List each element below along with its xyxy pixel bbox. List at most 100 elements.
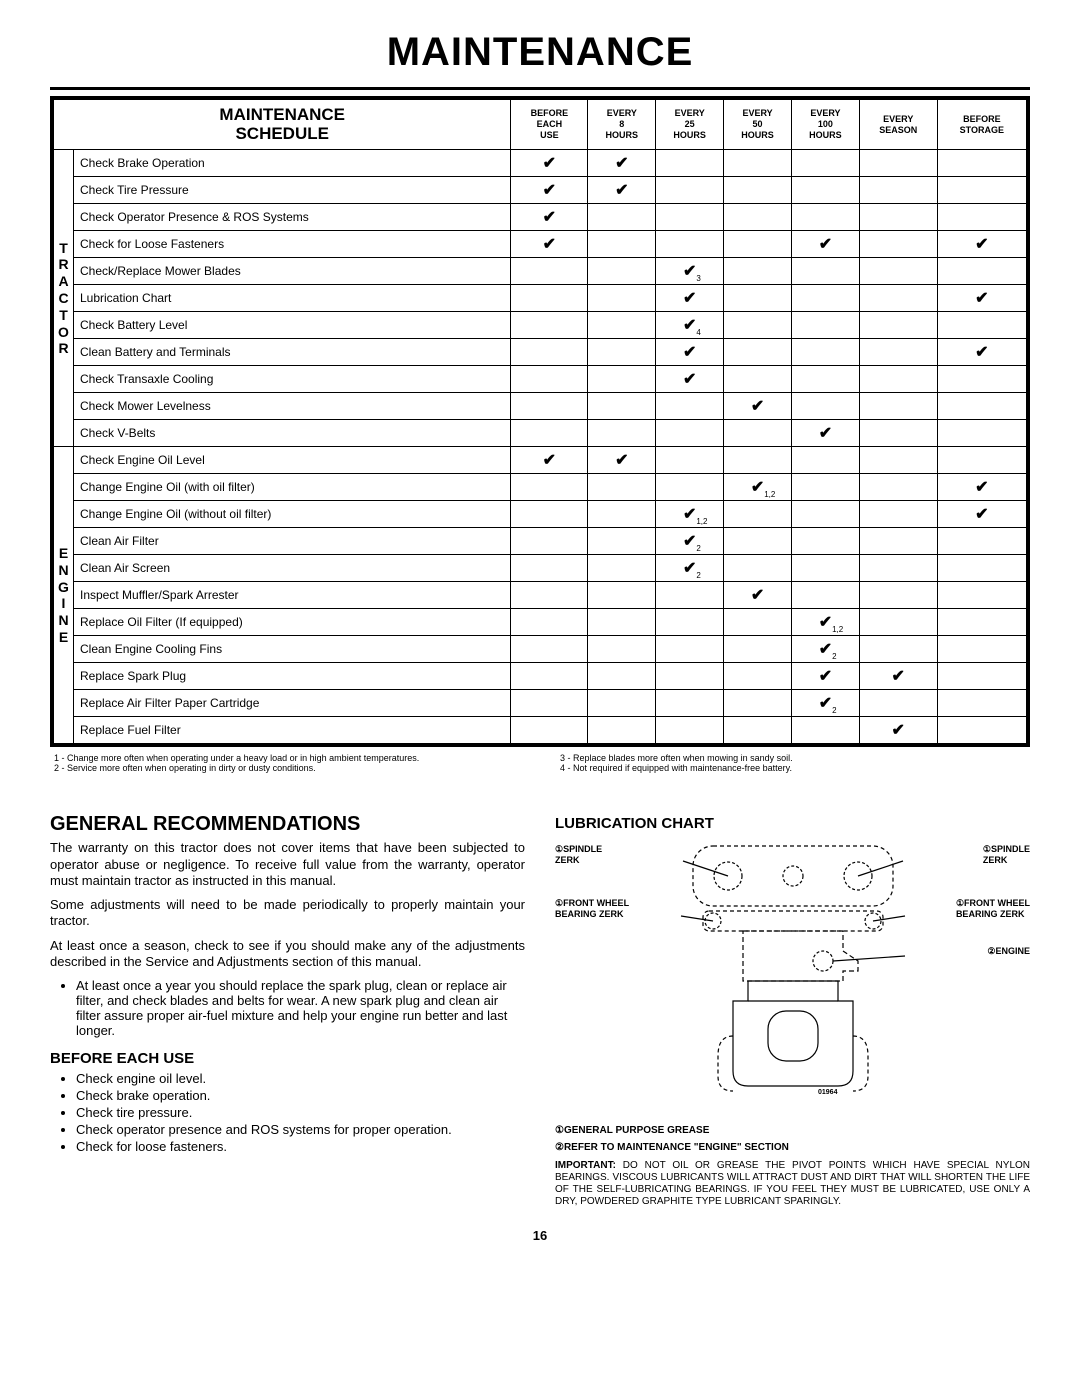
check-cell: ✔	[724, 582, 792, 609]
check-cell	[511, 366, 588, 393]
check-cell	[724, 690, 792, 717]
check-cell	[511, 690, 588, 717]
check-cell	[791, 177, 859, 204]
check-cell	[859, 501, 937, 528]
check-cell	[588, 204, 656, 231]
list-item: Check for loose fasteners.	[76, 1139, 525, 1154]
check-cell	[937, 717, 1026, 744]
task-cell: Replace Fuel Filter	[74, 717, 511, 744]
check-cell: ✔2	[656, 555, 724, 582]
lubrication-chart-heading: LUBRICATION CHART	[555, 815, 1030, 832]
check-cell	[724, 609, 792, 636]
check-cell	[859, 609, 937, 636]
check-cell: ✔	[937, 285, 1026, 312]
check-cell	[656, 447, 724, 474]
check-cell	[656, 663, 724, 690]
task-cell: Clean Engine Cooling Fins	[74, 636, 511, 663]
task-cell: Replace Spark Plug	[74, 663, 511, 690]
task-cell: Lubrication Chart	[74, 285, 511, 312]
task-cell: Inspect Muffler/Spark Arrester	[74, 582, 511, 609]
check-cell	[588, 366, 656, 393]
check-cell: ✔	[791, 663, 859, 690]
check-cell	[937, 690, 1026, 717]
check-cell	[859, 312, 937, 339]
check-cell	[859, 582, 937, 609]
task-cell: Check for Loose Fasteners	[74, 231, 511, 258]
column-header: BEFORESTORAGE	[937, 100, 1026, 150]
check-cell	[724, 366, 792, 393]
check-cell: ✔	[791, 231, 859, 258]
check-cell	[791, 285, 859, 312]
check-cell	[937, 177, 1026, 204]
check-cell: ✔1,2	[724, 474, 792, 501]
check-cell	[937, 582, 1026, 609]
body-text: Some adjustments will need to be made pe…	[50, 897, 525, 930]
diagram-label: ①SPINDLEZERK	[983, 844, 1030, 866]
check-cell	[724, 312, 792, 339]
check-cell	[791, 366, 859, 393]
check-cell	[511, 285, 588, 312]
check-cell: ✔	[937, 501, 1026, 528]
check-cell	[791, 447, 859, 474]
check-cell	[656, 690, 724, 717]
task-cell: Replace Oil Filter (If equipped)	[74, 609, 511, 636]
column-header: EVERY25HOURS	[656, 100, 724, 150]
diagram-label: ①SPINDLEZERK	[555, 844, 602, 866]
check-cell	[724, 231, 792, 258]
list-item: Check engine oil level.	[76, 1071, 525, 1086]
check-cell	[724, 204, 792, 231]
check-cell	[791, 555, 859, 582]
list-item: Check operator presence and ROS systems …	[76, 1122, 525, 1137]
page-title: MAINTENANCE	[50, 30, 1030, 75]
check-cell	[511, 312, 588, 339]
check-cell: ✔	[937, 231, 1026, 258]
column-header: EVERY50HOURS	[724, 100, 792, 150]
list-item: Check brake operation.	[76, 1088, 525, 1103]
check-cell: ✔	[588, 150, 656, 177]
check-cell: ✔	[791, 420, 859, 447]
check-cell	[656, 231, 724, 258]
check-cell	[724, 258, 792, 285]
check-cell	[656, 474, 724, 501]
check-cell	[588, 420, 656, 447]
check-cell	[859, 150, 937, 177]
check-cell	[724, 501, 792, 528]
check-cell: ✔	[511, 150, 588, 177]
check-cell	[724, 663, 792, 690]
check-cell	[791, 339, 859, 366]
general-recommendations-heading: GENERAL RECOMMENDATIONS	[50, 813, 525, 836]
check-cell	[656, 420, 724, 447]
task-cell: Clean Battery and Terminals	[74, 339, 511, 366]
footnote: 3 - Replace blades more often when mowin…	[560, 753, 1026, 763]
check-cell	[791, 717, 859, 744]
section-label: TRACTOR	[54, 150, 74, 447]
check-cell	[511, 582, 588, 609]
check-cell	[937, 312, 1026, 339]
divider	[50, 87, 1030, 90]
section-label: ENGINE	[54, 447, 74, 744]
check-cell	[859, 636, 937, 663]
check-cell	[859, 447, 937, 474]
check-cell: ✔	[588, 177, 656, 204]
diagram-label: ②ENGINE	[987, 946, 1030, 957]
task-cell: Clean Air Filter	[74, 528, 511, 555]
check-cell	[791, 501, 859, 528]
check-cell: ✔	[656, 366, 724, 393]
check-cell: ✔4	[656, 312, 724, 339]
check-cell	[511, 501, 588, 528]
check-cell	[724, 177, 792, 204]
check-cell	[724, 636, 792, 663]
task-cell: Change Engine Oil (with oil filter)	[74, 474, 511, 501]
check-cell	[511, 717, 588, 744]
check-cell: ✔	[937, 474, 1026, 501]
check-cell: ✔	[859, 663, 937, 690]
check-cell	[859, 231, 937, 258]
footnote: 4 - Not required if equipped with mainte…	[560, 763, 1026, 773]
check-cell: ✔	[511, 177, 588, 204]
task-cell: Check V-Belts	[74, 420, 511, 447]
check-cell	[656, 717, 724, 744]
task-cell: Check Mower Levelness	[74, 393, 511, 420]
check-cell	[588, 690, 656, 717]
legend-text: ①GENERAL PURPOSE GREASE	[555, 1124, 1030, 1137]
page-number: 16	[50, 1228, 1030, 1243]
